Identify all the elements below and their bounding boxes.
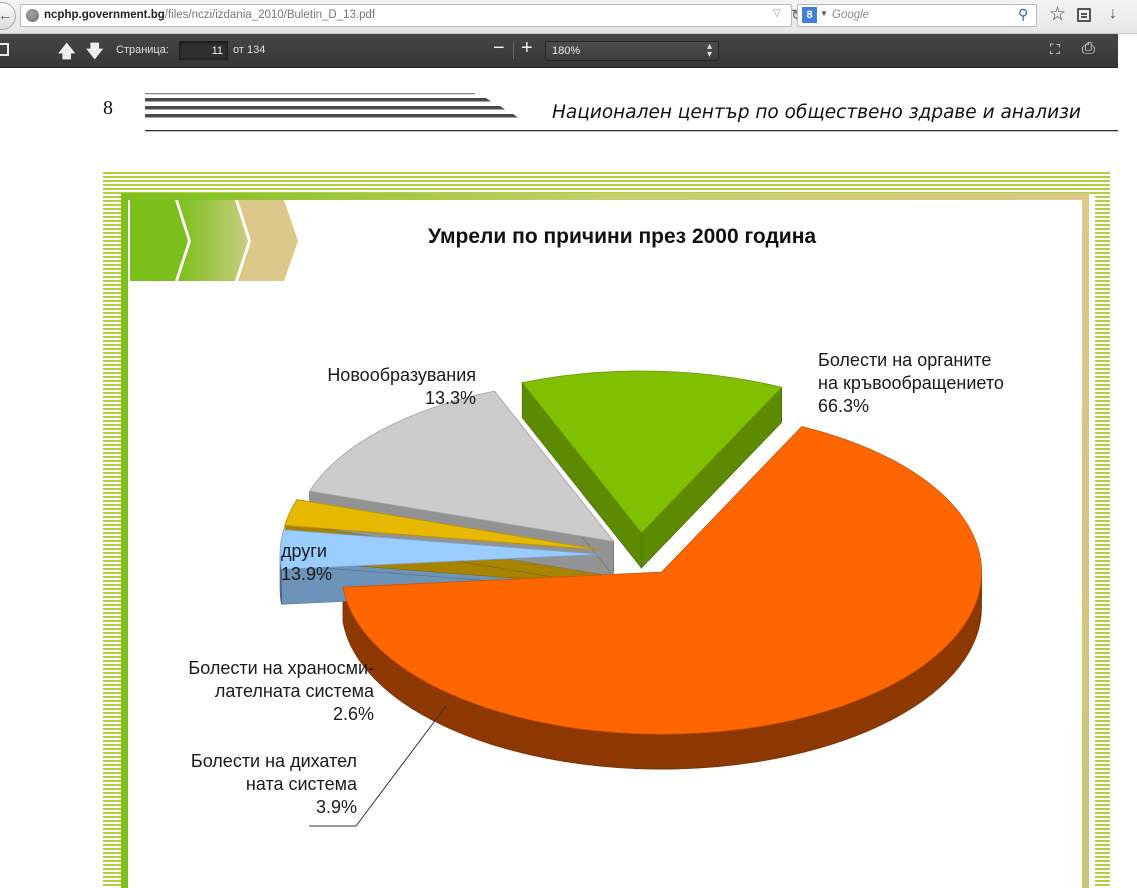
pie-slice-neoplasms xyxy=(521,370,783,534)
label-respiratory-line2: ната система xyxy=(245,774,357,794)
back-button[interactable]: ← xyxy=(0,2,16,30)
pie-slice-digestive xyxy=(284,499,602,551)
address-text[interactable]: ncphp.government.bg/files/nczi/izdania_2… xyxy=(44,9,375,21)
previous-page-icon[interactable]: 🡅 xyxy=(58,42,76,61)
zoom-out-icon[interactable]: − xyxy=(493,37,505,59)
search-engine-caret-icon[interactable]: ▼ xyxy=(820,9,828,18)
pie-slice-circulatory xyxy=(342,426,983,735)
google-icon[interactable]: 8 xyxy=(802,7,817,23)
chart-title: Умрели по причини през 2000 година xyxy=(428,225,817,248)
bookmark-star-icon[interactable]: ☆ xyxy=(1049,4,1067,25)
zoom-separator xyxy=(513,42,514,59)
label-neoplasms: Новообразувания 13.3% xyxy=(296,364,476,410)
label-respiratory-value: 3.9% xyxy=(315,797,357,817)
back-arrow-icon: ← xyxy=(0,7,12,23)
zoom-select[interactable]: 180% ▴ ▾ xyxy=(545,41,719,61)
pdf-toolbar: 🡅 🡇 Страница: от 134 − + 180% ▴▾ ⛶ ⎙ xyxy=(0,34,1118,68)
label-circulatory-value: 66.3% xyxy=(818,396,870,416)
label-other-line1: други xyxy=(281,541,327,561)
pie-slice-respiratory xyxy=(279,529,601,570)
globe-icon xyxy=(26,9,39,22)
pie-slice-other xyxy=(308,390,615,543)
page-number: 8 xyxy=(103,97,113,119)
search-box[interactable]: 8 ▼ ⚲ xyxy=(797,4,1037,27)
label-digestive-line2: лателната система xyxy=(214,681,374,701)
url-host: ncphp.government.bg xyxy=(44,9,165,21)
download-icon[interactable]: ↓ xyxy=(1109,5,1117,22)
browser-toolbar: ← ncphp.government.bg/files/nczi/izdania… xyxy=(0,0,1137,34)
label-circulatory: Болести на органите на кръвообращението … xyxy=(818,349,1004,418)
fullscreen-icon[interactable]: ⛶ xyxy=(1050,41,1060,57)
right-edge xyxy=(1118,34,1137,888)
select-arrows-icon: ▴ ▾ xyxy=(706,41,712,60)
address-bar[interactable]: ncphp.government.bg/files/nczi/izdania_2… xyxy=(20,4,804,27)
label-respiratory: Болести на дихател ната система 3.9% xyxy=(150,750,357,819)
page-label: Страница: xyxy=(116,44,169,56)
label-neoplasms-line1: Новообразувания xyxy=(327,365,476,385)
url-path: /files/nczi/izdania_2010/Buletin_D_13.pd… xyxy=(164,9,376,21)
sidebar-toggle-icon[interactable] xyxy=(0,43,9,56)
label-other-value: 13.9% xyxy=(281,564,333,584)
page-total: от 134 xyxy=(233,44,266,56)
label-circulatory-line2: на кръвообращението xyxy=(818,373,1004,393)
label-neoplasms-value: 13.3% xyxy=(424,388,476,408)
print-icon[interactable]: ⎙ xyxy=(1082,40,1095,57)
search-icon[interactable]: ⚲ xyxy=(1018,6,1029,22)
label-circulatory-line1: Болести на органите xyxy=(818,350,992,370)
page-number-input[interactable] xyxy=(179,41,228,60)
label-other: други 13.9% xyxy=(281,540,332,586)
zoom-in-icon[interactable]: + xyxy=(521,37,533,59)
bookmarks-icon[interactable] xyxy=(1077,8,1091,22)
leader-line xyxy=(355,705,447,827)
zoom-value: 180% xyxy=(552,45,581,57)
label-respiratory-line1: Болести на дихател xyxy=(190,751,357,771)
page-header-title: Национален център по обществено здраве и… xyxy=(552,102,1081,123)
pie-slice-tops xyxy=(279,370,983,735)
label-digestive: Болести на храносми- лателната система 2… xyxy=(150,657,374,726)
label-digestive-line1: Болести на храносми- xyxy=(188,658,374,678)
history-dropdown-icon[interactable]: ▽ xyxy=(773,8,781,19)
next-page-icon[interactable]: 🡇 xyxy=(86,42,104,61)
search-input[interactable] xyxy=(832,6,1012,24)
label-digestive-value: 2.6% xyxy=(332,704,374,724)
